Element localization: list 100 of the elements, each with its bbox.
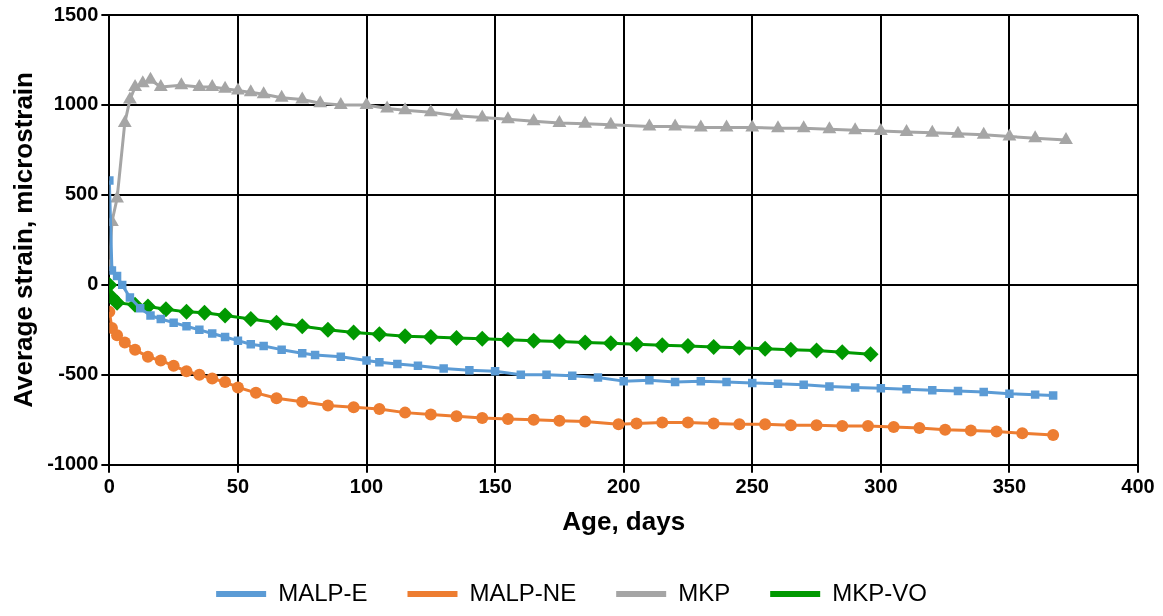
- point: [449, 107, 464, 120]
- point: [1016, 427, 1029, 440]
- point: [319, 321, 336, 338]
- point: [822, 121, 837, 134]
- point: [439, 364, 448, 373]
- y-tick-label: 1000: [53, 92, 99, 115]
- point: [371, 326, 388, 343]
- x-tick-label: 100: [349, 475, 384, 498]
- point: [873, 123, 888, 136]
- point: [195, 325, 204, 335]
- point: [748, 378, 757, 388]
- point: [593, 373, 603, 382]
- x-tick-label: 250: [735, 475, 769, 498]
- y-tick-label: 0: [87, 272, 99, 295]
- point: [668, 118, 683, 131]
- point: [693, 119, 708, 132]
- y-axis-title: Average strain, microstrain: [7, 72, 38, 408]
- point: [141, 350, 154, 363]
- point: [577, 334, 594, 351]
- point: [111, 329, 124, 342]
- point: [294, 318, 311, 335]
- point: [722, 377, 731, 387]
- legend-label: MKP: [678, 578, 731, 606]
- point: [380, 100, 395, 113]
- point: [333, 96, 348, 109]
- point: [501, 111, 515, 124]
- y-tick-label: 1500: [53, 2, 99, 25]
- point: [899, 123, 914, 136]
- point: [123, 91, 137, 104]
- point: [568, 371, 577, 380]
- point: [951, 125, 965, 138]
- point: [146, 311, 155, 320]
- point: [256, 86, 271, 99]
- point: [862, 346, 879, 363]
- point: [450, 410, 463, 423]
- point: [174, 77, 189, 90]
- point: [233, 336, 243, 345]
- point: [925, 124, 940, 137]
- point: [836, 420, 849, 433]
- x-tick-label: 300: [864, 475, 898, 498]
- point: [219, 376, 232, 389]
- point: [887, 421, 900, 434]
- point: [1048, 391, 1058, 400]
- point: [128, 78, 142, 91]
- x-tick-label: 50: [226, 475, 250, 498]
- point: [1059, 132, 1073, 145]
- point: [1030, 390, 1040, 399]
- point: [465, 366, 474, 375]
- point: [771, 120, 785, 133]
- point: [393, 359, 402, 369]
- point: [110, 190, 124, 203]
- point: [182, 322, 191, 331]
- point: [745, 119, 760, 132]
- point: [612, 418, 625, 431]
- point: [167, 359, 180, 372]
- point: [313, 95, 328, 108]
- point: [118, 336, 131, 349]
- point: [423, 104, 438, 117]
- point: [321, 399, 334, 412]
- y-tick-label: -1000: [47, 452, 99, 475]
- point: [117, 114, 132, 127]
- point: [525, 332, 542, 349]
- point: [913, 421, 926, 434]
- point: [373, 403, 386, 416]
- point: [196, 304, 213, 321]
- point: [154, 354, 167, 367]
- point: [499, 331, 516, 348]
- point: [231, 381, 244, 394]
- point: [399, 406, 412, 419]
- point: [501, 412, 514, 425]
- point: [474, 330, 491, 347]
- point: [619, 376, 628, 386]
- point: [782, 341, 799, 358]
- point: [964, 424, 977, 437]
- point: [296, 395, 309, 408]
- point: [542, 370, 551, 380]
- point: [679, 338, 696, 355]
- point: [1047, 429, 1060, 442]
- point: [705, 338, 722, 355]
- point: [654, 337, 671, 354]
- y-tick-label: -500: [58, 362, 99, 385]
- y-tick-label: 500: [64, 182, 99, 205]
- point: [178, 303, 195, 320]
- point: [397, 328, 414, 345]
- point: [125, 293, 135, 302]
- point: [681, 416, 694, 429]
- point: [979, 387, 988, 397]
- x-tick-label: 150: [478, 475, 512, 498]
- point: [249, 386, 262, 399]
- point: [1028, 130, 1043, 143]
- point: [345, 324, 362, 341]
- point: [448, 329, 465, 346]
- point: [362, 356, 371, 365]
- point: [552, 114, 567, 127]
- point: [759, 418, 772, 431]
- point: [990, 425, 1003, 438]
- point: [902, 384, 911, 394]
- point: [242, 311, 259, 328]
- point: [810, 419, 823, 432]
- point: [850, 383, 860, 392]
